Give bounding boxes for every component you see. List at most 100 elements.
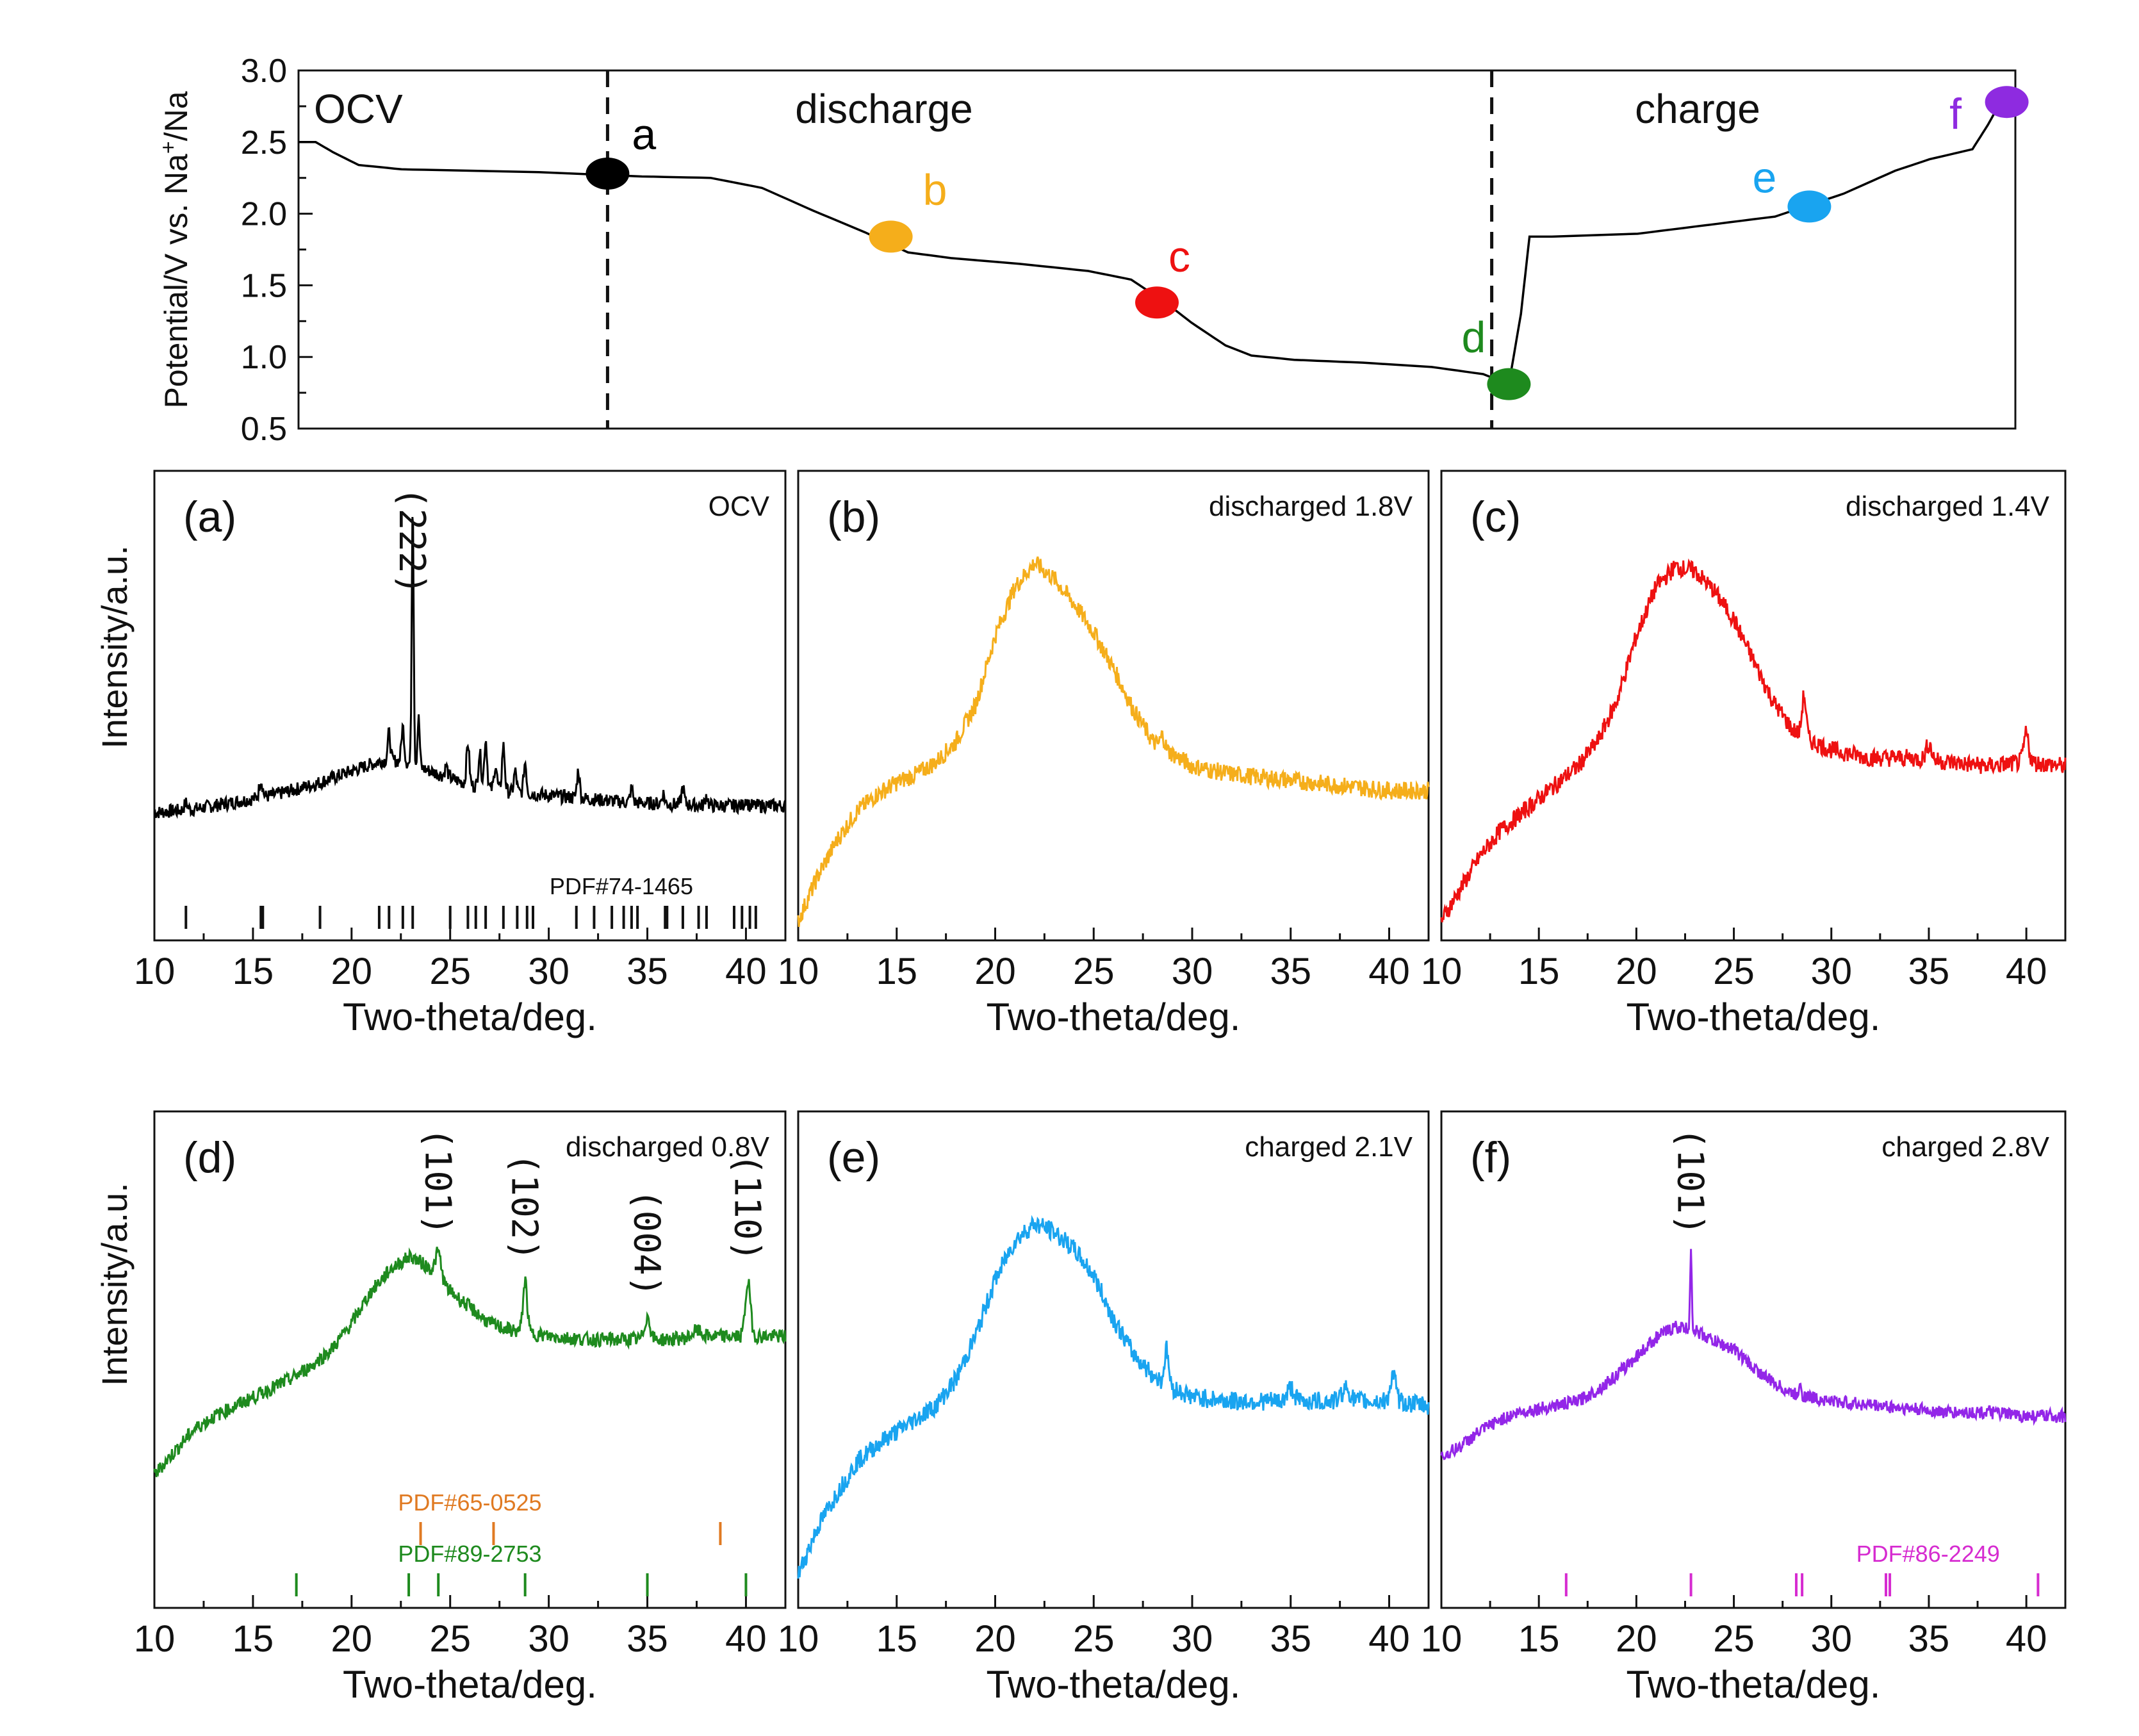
panel-label-f: (f) (1470, 1133, 1511, 1182)
panel-condition-d: discharged 0.8V (566, 1131, 770, 1163)
xrd-x-tick-label: 10 (778, 951, 819, 992)
reference-label: PDF#74-1465 (550, 873, 693, 899)
panel-condition-a: OCV (709, 491, 770, 522)
marker-point-b (869, 220, 913, 253)
section-label-charge: charge (1635, 86, 1760, 132)
peak-annotation: (110) (726, 1154, 768, 1262)
panel-label-e: (e) (827, 1133, 880, 1182)
xrd-x-tick-label: 25 (429, 951, 471, 992)
xrd-x-tick-label: 15 (1518, 951, 1560, 992)
xrd-x-tick-label: 35 (1908, 951, 1950, 992)
xrd-panel-b: 10 15 20 25 30 35 40 Two-theta/deg. (b) discharge… (778, 470, 1430, 1038)
xrd-x-tick-label: 20 (974, 1618, 1016, 1660)
xrd-pattern-f (1440, 1249, 2067, 1461)
section-label-discharge: discharge (795, 86, 973, 132)
voltage-y-label-part1: Potential/V vs. Na (158, 154, 194, 409)
xrd-x-tick-label: 25 (1713, 1618, 1755, 1660)
panel-label-b: (b) (827, 493, 880, 541)
xrd-x-axis-label-c: Two-theta/deg. (1627, 995, 1881, 1038)
voltage-y-label-sup: + (156, 141, 181, 154)
panel-condition-c: discharged 1.4V (1846, 491, 2050, 522)
marker-point-d (1487, 368, 1531, 400)
xrd-pattern-a (153, 516, 787, 819)
xrd-frame-c (1440, 470, 2067, 942)
marker-label-d: d (1461, 313, 1486, 362)
voltage-y-tick-label: 3.0 (241, 53, 287, 90)
voltage-y-ticks: 0.5 1.0 1.5 2.0 2.5 3.0 (241, 53, 313, 448)
xrd-frame-b (797, 470, 1430, 942)
xrd-x-tick-label: 40 (725, 1618, 767, 1660)
xrd-x-tick-label: 15 (233, 951, 274, 992)
xrd-panel-d: 10 15 20 25 30 35 40 Two-theta/deg. (d) discharge… (134, 1110, 787, 1706)
xrd-x-tick-label: 30 (1810, 951, 1852, 992)
xrd-x-tick-label: 40 (1368, 951, 1410, 992)
xrd-pattern-c (1440, 558, 2067, 922)
xrd-x-tick-label: 25 (1713, 951, 1755, 992)
voltage-y-tick-label: 1.5 (241, 267, 287, 304)
xrd-x-tick-label: 10 (778, 1618, 819, 1660)
panel-condition-e: charged 2.1V (1245, 1131, 1413, 1163)
xrd-x-tick-label: 20 (331, 951, 373, 992)
xrd-x-tick-label: 40 (1368, 1618, 1410, 1660)
panel-label-a: (a) (183, 493, 236, 541)
voltage-y-tick-label: 2.5 (241, 124, 287, 161)
xrd-frame-f (1440, 1110, 2067, 1609)
xrd-x-tick-label: 25 (1073, 1618, 1115, 1660)
reference-label: PDF#86-2249 (1856, 1541, 2000, 1567)
xrd-x-tick-label: 10 (134, 951, 176, 992)
reference-label: PDF#65-0525 (398, 1489, 541, 1516)
xrd-x-tick-label: 30 (528, 1618, 570, 1660)
xrd-x-tick-label: 30 (1172, 951, 1213, 992)
xrd-panel-e: 10 15 20 25 30 35 40 Two-theta/deg. (e) charged 2… (778, 1110, 1430, 1706)
xrd-x-tick-label: 20 (974, 951, 1016, 992)
xrd-x-tick-label: 20 (331, 1618, 373, 1660)
voltage-y-tick-label: 1.0 (241, 339, 287, 376)
section-label-ocv: OCV (314, 86, 403, 132)
xrd-panel-f: 10 15 20 25 30 35 40 Two-theta/deg. (f) charged 2… (1421, 1110, 2067, 1706)
xrd-x-axis-label-b: Two-theta/deg. (987, 995, 1241, 1038)
xrd-frame-a (153, 470, 787, 942)
panel-condition-b: discharged 1.8V (1209, 491, 1413, 522)
xrd-x-axis-label-e: Two-theta/deg. (987, 1663, 1241, 1706)
marker-point-e (1787, 190, 1832, 223)
xrd-x-axis-label-a: Two-theta/deg. (343, 995, 597, 1038)
xrd-x-tick-label: 40 (2006, 1618, 2047, 1660)
marker-label-c: c (1168, 233, 1190, 281)
xrd-x-tick-label: 35 (1270, 1618, 1311, 1660)
xrd-x-tick-label: 30 (1172, 1618, 1213, 1660)
xrd-x-tick-label: 30 (1810, 1618, 1852, 1660)
xrd-x-tick-label: 15 (233, 1618, 274, 1660)
voltage-y-label-part2: /Na (158, 91, 194, 141)
voltage-y-tick-label: 0.5 (241, 411, 287, 448)
xrd-frame-e (797, 1110, 1430, 1609)
marker-point-a (586, 157, 630, 190)
xrd-frame-d (153, 1110, 787, 1609)
xrd-x-tick-label: 35 (1908, 1618, 1950, 1660)
xrd-x-tick-label: 35 (1270, 951, 1311, 992)
xrd-x-tick-label: 25 (429, 1618, 471, 1660)
marker-label-a: a (632, 110, 656, 159)
xrd-x-tick-label: 30 (528, 951, 570, 992)
xrd-pattern-e (797, 1215, 1430, 1579)
voltage-dividers (605, 70, 1494, 429)
xrd-x-tick-label: 10 (134, 1618, 176, 1660)
xrd-x-axis-label-f: Two-theta/deg. (1627, 1663, 1881, 1706)
xrd-panel-c: 10 15 20 25 30 35 40 Two-theta/deg. (c) discharge… (1421, 470, 2067, 1038)
row2-y-axis-label: Intensity/a.u. (94, 1183, 135, 1386)
marker-label-b: b (923, 165, 947, 214)
marker-point-f (1985, 86, 2029, 119)
xrd-x-tick-label: 15 (1518, 1618, 1560, 1660)
xrd-x-axis-label-d: Two-theta/deg. (343, 1663, 597, 1706)
xrd-panels: 10 15 20 25 30 35 40 Two-theta/deg. (a) OCV (222) P… (134, 470, 2067, 1706)
panel-label-c: (c) (1470, 493, 1521, 541)
xrd-x-tick-label: 35 (627, 1618, 668, 1660)
peak-annotation: (222) (391, 487, 432, 595)
row1-y-axis-label: Intensity/a.u. (94, 545, 135, 749)
xrd-x-tick-label: 10 (1421, 951, 1463, 992)
peak-annotation: (102) (504, 1153, 545, 1261)
panel-condition-f: charged 2.8V (1881, 1131, 2049, 1163)
xrd-x-tick-label: 10 (1421, 1618, 1463, 1660)
voltage-y-tick-label: 2.0 (241, 196, 287, 233)
